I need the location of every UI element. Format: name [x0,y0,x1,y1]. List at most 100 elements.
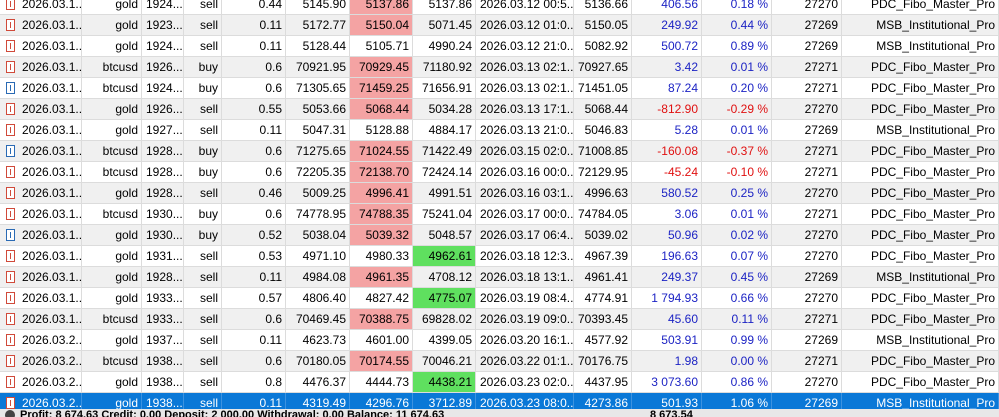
sl-cell: 70929.45 [350,57,413,77]
magic-cell: 27269 [804,333,838,347]
column-divider [701,57,702,77]
ticket-cell: 1926... [146,60,183,74]
column-divider [81,99,82,119]
column-divider [285,393,286,413]
column-divider [701,36,702,56]
table-row[interactable]: 2026.03.1... gold 1928... sell 0.11 4984.08 49… [0,267,999,288]
open-price-cell: 70469.45 [295,312,346,326]
column-divider [141,288,142,308]
comment-cell: PDC_Fibo_Master_Pro [870,228,995,242]
column-divider [412,120,413,140]
column-divider [412,309,413,329]
column-divider [475,288,476,308]
close-time-cell: 2026.03.23 08:0... [480,396,574,410]
percent-cell: 0.02 % [730,228,768,242]
open-price-cell: 5047.31 [302,123,346,137]
column-divider [475,246,476,266]
sell-order-icon [6,103,15,115]
column-divider [573,246,574,266]
table-row[interactable]: 2026.03.1... btcusd 1928... buy 0.6 71275.65 7… [0,141,999,162]
column-divider [771,57,772,77]
percent-cell: 0.89 % [730,39,768,53]
column-divider [412,78,413,98]
column-divider [841,246,842,266]
comment-cell: PDC_Fibo_Master_Pro [870,186,995,200]
close-time-cell: 2026.03.18 13:1... [480,270,574,284]
column-divider [183,183,184,203]
column-divider [475,78,476,98]
percent-cell: 0.44 % [730,18,768,32]
table-row[interactable]: 2026.03.1... gold 1923... sell 0.11 5172.77 51… [0,15,999,36]
column-divider [701,99,702,119]
column-divider [221,372,222,392]
ticket-cell: 1928... [146,270,183,284]
column-divider [631,330,632,350]
table-row[interactable]: 2026.03.1... gold 1930... buy 0.52 5038.04 503… [0,225,999,246]
column-divider [81,15,82,35]
column-divider [771,267,772,287]
column-divider [221,267,222,287]
open-price-cell: 71275.65 [295,144,346,158]
column-divider [573,162,574,182]
profit-cell: 406.56 [661,0,698,11]
table-row[interactable]: 2026.03.1... gold 1924... sell 0.44 5145.90 51… [0,0,999,15]
volume-cell: 0.55 [258,102,282,116]
column-divider [475,393,476,413]
sl-cell: 4444.73 [365,375,409,389]
table-row[interactable]: 2026.03.1... btcusd 1930... buy 0.6 74778.95 7… [0,204,999,225]
table-row[interactable]: 2026.03.1... gold 1927... sell 0.11 5047.31 51… [0,120,999,141]
sell-order-icon [6,166,15,178]
table-row[interactable]: 2026.03.1... gold 1924... sell 0.11 5128.44 51… [0,36,999,57]
column-divider [183,309,184,329]
magic-cell: 27271 [804,144,838,158]
close-time-cell: 2026.03.18 12:3... [480,249,574,263]
column-divider [285,183,286,203]
column-divider [285,246,286,266]
profit-cell: 503.91 [661,333,698,347]
tp-cell: 4708.12 [428,270,472,284]
column-divider [81,0,82,14]
comment-cell: MSB_Institutional_Pro [876,39,995,53]
ticket-cell: 1931... [146,249,183,263]
close-price-cell: 4577.92 [584,333,628,347]
column-divider [771,120,772,140]
column-divider [285,309,286,329]
column-divider [701,120,702,140]
column-divider [221,120,222,140]
table-row[interactable]: 2026.03.2... btcusd 1938... sell 0.6 70180.05… [0,351,999,372]
profit-cell: 3 073.60 [651,375,698,389]
profit-cell: 50.96 [667,228,698,242]
column-divider [841,183,842,203]
sell-order-icon [6,292,15,304]
column-divider [221,288,222,308]
column-divider [771,141,772,161]
time-cell: 2026.03.1... [22,207,82,221]
table-row[interactable]: 2026.03.2... gold 1938... sell 0.8 4476.37 444… [0,372,999,393]
close-price-cell: 4273.86 [584,396,628,410]
table-row[interactable]: 2026.03.1... gold 1931... sell 0.53 4971.10 49… [0,246,999,267]
magic-cell: 27269 [804,396,838,410]
table-row[interactable]: 2026.03.2... gold 1937... sell 0.11 4623.73 46… [0,330,999,351]
column-divider [771,183,772,203]
table-row[interactable]: 2026.03.1... btcusd 1928... buy 0.6 72205.35 7… [0,162,999,183]
table-row[interactable]: 2026.03.1... btcusd 1926... buy 0.6 70921.95 7… [0,57,999,78]
table-row[interactable]: 2026.03.1... gold 1926... sell 0.55 5053.66 50… [0,99,999,120]
column-divider [349,120,350,140]
column-divider [141,309,142,329]
column-divider [285,15,286,35]
table-row[interactable]: 2026.03.1... btcusd 1924... buy 0.6 71305.65 7… [0,78,999,99]
open-price-cell: 5038.04 [302,228,346,242]
close-price-cell: 72129.95 [578,165,629,179]
column-divider [475,141,476,161]
profit-cell: 87.24 [667,81,698,95]
column-divider [701,267,702,287]
table-row[interactable]: 2026.03.1... gold 1928... sell 0.46 5009.25 49… [0,183,999,204]
table-row[interactable]: 2026.03.1... btcusd 1933... sell 0.6 70469.45… [0,309,999,330]
column-divider [573,351,574,371]
percent-cell: 0.18 % [730,0,768,11]
column-divider [475,372,476,392]
close-price-cell: 5046.83 [584,123,628,137]
table-row[interactable]: 2026.03.1... gold 1933... sell 0.57 4806.40 48… [0,288,999,309]
symbol-cell: gold [115,270,138,284]
column-divider [841,330,842,350]
